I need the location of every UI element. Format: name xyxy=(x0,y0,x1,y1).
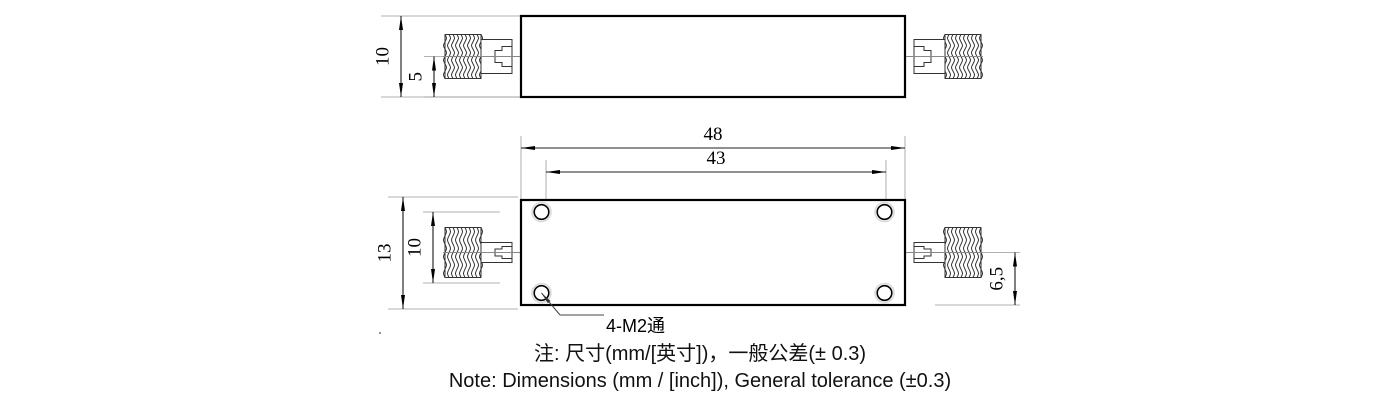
svg-text:48: 48 xyxy=(704,124,723,145)
svg-text:10: 10 xyxy=(404,238,425,257)
svg-text:43: 43 xyxy=(707,148,726,169)
svg-text:6,5: 6,5 xyxy=(986,267,1007,291)
svg-text:10: 10 xyxy=(372,47,393,66)
svg-text:Note: Dimensions (mm / [inch]): Note: Dimensions (mm / [inch]), General … xyxy=(449,370,951,392)
svg-text:13: 13 xyxy=(374,244,395,263)
svg-text:注: 尺寸(mm/[英寸])，一般公差(± 0.3): 注: 尺寸(mm/[英寸])，一般公差(± 0.3) xyxy=(534,342,866,365)
svg-text:5: 5 xyxy=(405,72,426,82)
svg-text:4-M2通: 4-M2通 xyxy=(606,316,665,336)
